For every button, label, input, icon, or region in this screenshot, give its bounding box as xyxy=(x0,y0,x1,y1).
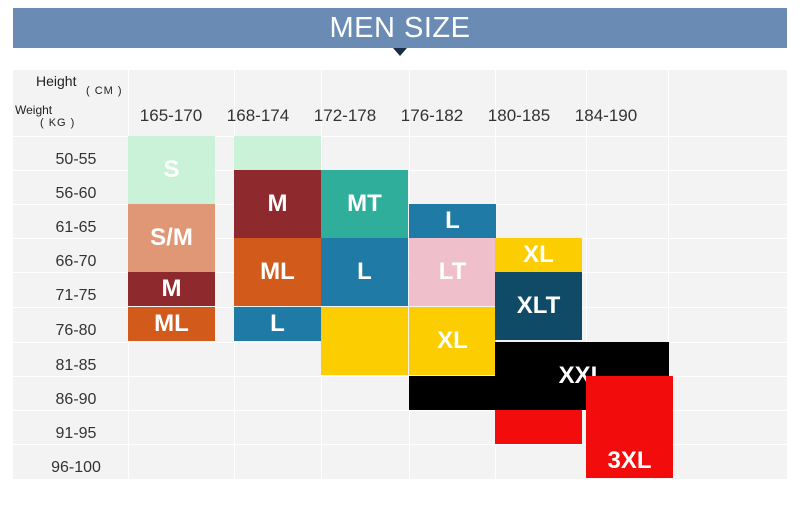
grid-vline xyxy=(586,70,587,480)
grid-hline xyxy=(13,444,787,445)
size-cell-xl-180: XL xyxy=(495,238,582,272)
size-cell-xl-176: XL xyxy=(409,307,496,375)
size-cell-lt-176: LT xyxy=(409,238,496,306)
weight-range-header: 71-75 xyxy=(55,287,97,304)
size-cell-l-172: L xyxy=(321,238,408,306)
height-unit: ( CM ) xyxy=(86,85,123,97)
height-range-header: 172-178 xyxy=(313,106,377,125)
size-cell-blk-176 xyxy=(409,376,496,410)
size-cell-s-165: S xyxy=(128,136,215,204)
grid-hline xyxy=(13,479,787,480)
size-cell-xxxl: 3XL xyxy=(586,444,673,478)
weight-range-header: 56-60 xyxy=(55,185,97,202)
size-cell-red-184 xyxy=(586,376,673,444)
grid-hline xyxy=(13,410,787,411)
weight-range-header: 96-100 xyxy=(51,459,101,476)
weight-range-header: 66-70 xyxy=(55,253,97,270)
weight-range-header: 50-55 xyxy=(55,151,97,168)
height-range-header: 184-190 xyxy=(574,106,638,125)
weight-label: Weight xyxy=(15,103,53,117)
size-cell-red-180 xyxy=(495,410,582,444)
weight-range-header: 76-80 xyxy=(55,322,97,339)
weight-range-header: 86-90 xyxy=(55,391,97,408)
title-banner: MEN SIZE xyxy=(13,8,787,48)
size-cell-mt-172: MT xyxy=(321,170,408,238)
height-range-header: 168-174 xyxy=(226,106,290,125)
grid-hline xyxy=(13,376,787,377)
size-cell-m-168: M xyxy=(234,170,321,238)
grid-hline xyxy=(13,136,787,137)
weight-range-header: 81-85 xyxy=(55,357,97,374)
size-cell-sm-165: S/M xyxy=(128,204,215,272)
grid-vline xyxy=(668,70,669,480)
size-cell-ml-168: ML xyxy=(234,238,321,306)
weight-range-header: 61-65 xyxy=(55,219,97,236)
size-cell-s-168 xyxy=(234,136,321,170)
height-label: Height xyxy=(36,73,77,89)
size-cell-ml-165: ML xyxy=(128,307,215,341)
height-range-header: 176-182 xyxy=(400,106,464,125)
size-cell-l-168: L xyxy=(234,307,321,341)
height-range-header: 165-170 xyxy=(139,106,203,125)
chart-title: MEN SIZE xyxy=(329,12,471,44)
size-cell-xlt-180: XLT xyxy=(495,272,582,340)
size-cell-y-172 xyxy=(321,307,408,375)
height-range-header: 180-185 xyxy=(487,106,551,125)
banner-arrow-icon xyxy=(393,48,407,56)
weight-range-header: 91-95 xyxy=(55,425,97,442)
weight-unit: ( KG ) xyxy=(40,117,76,129)
size-cell-m-165: M xyxy=(128,272,215,306)
size-cell-l-176: L xyxy=(409,204,496,238)
